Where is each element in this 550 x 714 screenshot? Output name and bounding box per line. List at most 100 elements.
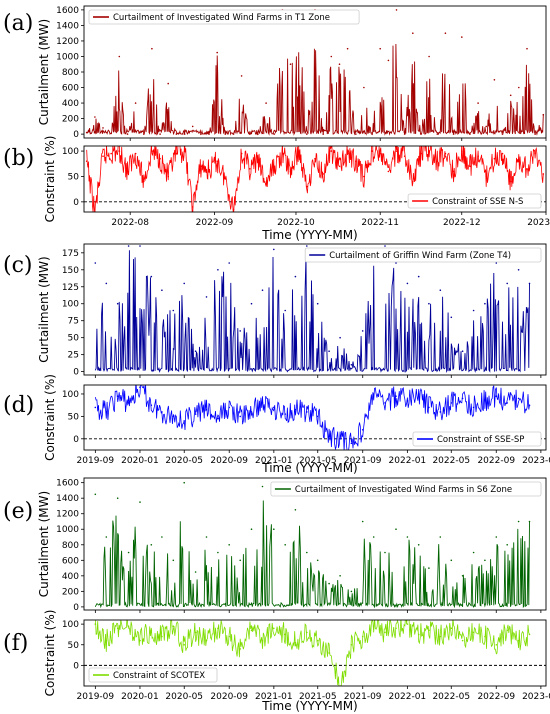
panel-letter-d: (d) <box>3 393 34 418</box>
series-line-d <box>94 385 530 450</box>
data-point-d <box>273 406 275 409</box>
axes-frame-f <box>83 619 547 687</box>
y-tick-label-a: 0 <box>73 130 79 140</box>
y-tick-label-c: 50 <box>68 334 80 344</box>
x-tick-label-d: 2020-09 <box>210 456 248 466</box>
data-point-c <box>116 302 119 305</box>
data-point-a <box>526 47 528 50</box>
data-point-c <box>384 245 386 247</box>
panel-b: 0 50 100 Constraint (%) 2022-08 2022-09 2022-1… <box>43 136 550 228</box>
data-point-a <box>338 63 341 65</box>
data-point-b <box>363 175 365 178</box>
panel-letter-b: (b) <box>3 146 34 171</box>
y-tick-label-c: 75 <box>68 317 79 327</box>
y-axis-label-e: Curtailment (MW) <box>37 491 51 597</box>
data-point-e <box>205 536 208 538</box>
data-point-a <box>330 55 333 58</box>
data-point-b <box>289 170 292 173</box>
data-point-a <box>208 133 210 135</box>
data-point-d <box>183 420 185 422</box>
data-point-e <box>350 590 353 593</box>
data-point-d <box>139 386 141 389</box>
y-tick-label-c: 100 <box>62 300 79 310</box>
data-point-a <box>355 133 357 135</box>
data-point-e <box>439 536 442 538</box>
legend-box-b <box>407 193 542 209</box>
data-point-a <box>306 133 308 135</box>
y-tick-label-c: 25 <box>68 351 79 361</box>
data-point-a <box>240 75 243 77</box>
axes-frame-b <box>83 145 547 213</box>
data-point-b <box>126 170 129 173</box>
data-point-c <box>328 350 330 353</box>
data-point-d <box>439 411 442 413</box>
data-point-d <box>450 402 453 404</box>
y-tick-label-a: 400 <box>62 99 79 109</box>
y-tick-label-e: 1200 <box>56 510 79 520</box>
data-point-d <box>372 393 375 395</box>
data-point-b <box>208 170 210 173</box>
data-point-e <box>284 544 287 546</box>
data-point-b <box>501 152 504 155</box>
data-point-e <box>172 559 175 562</box>
data-point-c <box>472 309 475 312</box>
y-tick-label-a: 200 <box>62 115 79 125</box>
data-point-b <box>118 150 121 152</box>
data-point-d <box>306 411 308 413</box>
data-point-b <box>249 168 251 170</box>
data-point-a <box>249 133 251 135</box>
data-point-b <box>444 152 447 155</box>
data-point-f <box>384 631 386 634</box>
data-point-d <box>161 411 163 413</box>
x-tick-label-d: 2021-09 <box>344 456 382 466</box>
data-point-a <box>379 47 382 50</box>
data-point-f <box>316 639 319 642</box>
data-point-f <box>450 627 453 630</box>
data-point-b <box>355 160 357 162</box>
data-point-d <box>116 395 119 398</box>
data-point-d <box>94 406 97 409</box>
data-point-e <box>139 501 141 503</box>
data-point-e <box>450 559 453 562</box>
data-point-a <box>469 133 471 135</box>
y-tick-label-b: 100 <box>62 147 79 157</box>
data-point-c <box>217 269 219 271</box>
data-point-f <box>517 639 520 642</box>
data-point-d <box>284 413 287 415</box>
y-axis-label-b: Constraint (%) <box>43 136 57 223</box>
legend-f: Constraint of SCOTEX <box>88 667 218 683</box>
legend-label-e: Curtailment of Investigated Wind Farms i… <box>295 485 512 495</box>
x-axis-label-group3: Time (YYYY-MM) <box>261 699 357 713</box>
data-point-f <box>395 627 397 630</box>
data-point-c <box>161 289 163 292</box>
data-point-a <box>346 47 349 50</box>
y-axis-label-c: Curtailment (MW) <box>37 256 51 362</box>
data-point-b <box>110 152 112 155</box>
panel-d: 0 50 100 Constraint (%) 2019-09 2020-01 2020-0… <box>43 374 550 466</box>
data-point-a <box>534 133 536 135</box>
data-point-a <box>493 79 496 81</box>
y-tick-label-a: 1600 <box>56 6 79 16</box>
data-point-b <box>436 160 439 162</box>
data-point-c <box>495 262 498 264</box>
x-tick-label-d: 2020-01 <box>121 456 159 466</box>
data-point-e <box>127 551 130 554</box>
data-point-c <box>261 289 264 292</box>
data-point-e <box>194 571 197 573</box>
legend-b: Constraint of SSE N-S <box>407 193 542 209</box>
data-point-b <box>306 185 308 188</box>
data-point-a <box>102 127 104 129</box>
data-point-b <box>509 180 512 183</box>
x-tick-label-f: 2019-09 <box>77 692 115 702</box>
data-point-f <box>417 633 420 636</box>
data-point-f <box>406 623 409 625</box>
data-point-c <box>250 302 253 305</box>
data-point-e <box>161 536 163 538</box>
data-point-f <box>506 629 509 632</box>
data-point-c <box>528 282 531 285</box>
y-tick-label-e: 0 <box>73 603 79 613</box>
data-point-c <box>439 289 442 292</box>
data-point-e <box>361 520 364 523</box>
series-line-a <box>86 43 544 136</box>
legend-e: Curtailment of Investigated Wind Farms i… <box>270 481 542 497</box>
